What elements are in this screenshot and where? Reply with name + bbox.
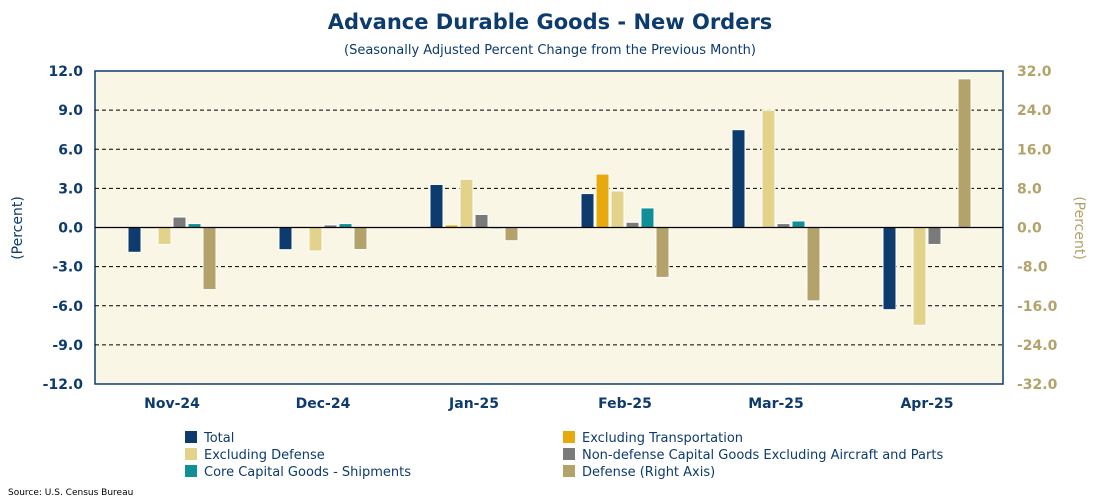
y-tick-label: -6.0: [52, 299, 83, 315]
bar-defense-right-axis-: [202, 227, 217, 291]
bar-excluding-defense: [459, 178, 474, 228]
y-tick-label: 9.0: [58, 103, 83, 119]
y2-tick-label: -8.0: [1017, 260, 1048, 276]
x-tick-label: Apr-25: [900, 396, 953, 412]
legend-swatch: [185, 448, 197, 460]
y2-tick-label: 32.0: [1017, 64, 1052, 80]
bar-core-capital-goods-shipments: [791, 220, 806, 229]
bar-defense-right-axis-: [655, 227, 670, 278]
bar-excluding-defense: [157, 227, 172, 245]
legend-swatch: [563, 448, 575, 460]
y2-tick-label: 8.0: [1017, 181, 1042, 197]
y2-tick-label: -16.0: [1017, 299, 1058, 315]
legend-label: Excluding Transportation: [582, 431, 743, 446]
bar-total: [278, 227, 293, 251]
legend-label: Defense (Right Axis): [582, 465, 715, 480]
legend-label: Excluding Defense: [204, 448, 325, 463]
x-tick-label: Dec-24: [296, 396, 351, 412]
legend-swatch: [185, 465, 197, 477]
y-tick-label: 12.0: [48, 64, 83, 80]
bar-non-defense-capital-goods-excluding-aircraft-and-parts: [625, 221, 640, 229]
legend-label: Core Capital Goods - Shipments: [204, 465, 411, 480]
bar-excluding-defense: [610, 190, 625, 229]
x-tick-label: Nov-24: [144, 396, 200, 412]
legend-swatch: [563, 465, 575, 477]
y2-tick-label: -32.0: [1017, 377, 1058, 393]
chart-subtitle: (Seasonally Adjusted Percent Change from…: [344, 43, 756, 58]
y2-tick-label: 24.0: [1017, 103, 1052, 119]
x-tick-label: Jan-25: [448, 396, 499, 412]
bar-total: [731, 129, 746, 228]
bar-defense-right-axis-: [504, 227, 519, 242]
bar-defense-right-axis-: [353, 227, 368, 251]
y2-tick-label: -24.0: [1017, 338, 1058, 354]
bar-core-capital-goods-shipments: [640, 207, 655, 228]
y2-tick-label: 0.0: [1017, 221, 1042, 237]
y2-tick-label: 16.0: [1017, 142, 1052, 158]
y-axis-label: (Percent): [10, 196, 26, 260]
chart-title: Advance Durable Goods - New Orders: [328, 10, 773, 34]
bar-excluding-defense: [308, 227, 323, 252]
y-tick-label: -3.0: [52, 260, 83, 276]
legend-label: Total: [203, 431, 234, 446]
y-tick-label: 3.0: [58, 181, 83, 197]
source-note: Source: U.S. Census Bureau: [8, 488, 133, 498]
y-tick-label: 0.0: [58, 221, 83, 237]
bar-excluding-defense: [912, 227, 927, 326]
bar-defense-right-axis-: [806, 227, 821, 302]
legend-label: Non-defense Capital Goods Excluding Airc…: [582, 448, 943, 463]
bar-total: [127, 227, 142, 253]
y-tick-label: 6.0: [58, 142, 83, 158]
legend-swatch: [563, 431, 575, 443]
x-tick-label: Mar-25: [748, 396, 804, 412]
legend-swatch: [185, 431, 197, 443]
x-tick-label: Feb-25: [598, 396, 652, 412]
y-tick-label: -12.0: [43, 377, 84, 393]
bar-non-defense-capital-goods-excluding-aircraft-and-parts: [172, 216, 187, 228]
y2-axis-label: (Percent): [1071, 196, 1087, 260]
y-tick-label: -9.0: [52, 338, 83, 354]
bar-excluding-transportation: [595, 173, 610, 228]
bar-total: [882, 227, 897, 311]
bar-excluding-defense: [761, 109, 776, 228]
bar-total: [580, 193, 595, 228]
bar-non-defense-capital-goods-excluding-aircraft-and-parts: [474, 213, 489, 228]
bar-defense-right-axis-: [957, 78, 972, 228]
bar-non-defense-capital-goods-excluding-aircraft-and-parts: [927, 227, 942, 245]
bar-total: [429, 183, 444, 228]
